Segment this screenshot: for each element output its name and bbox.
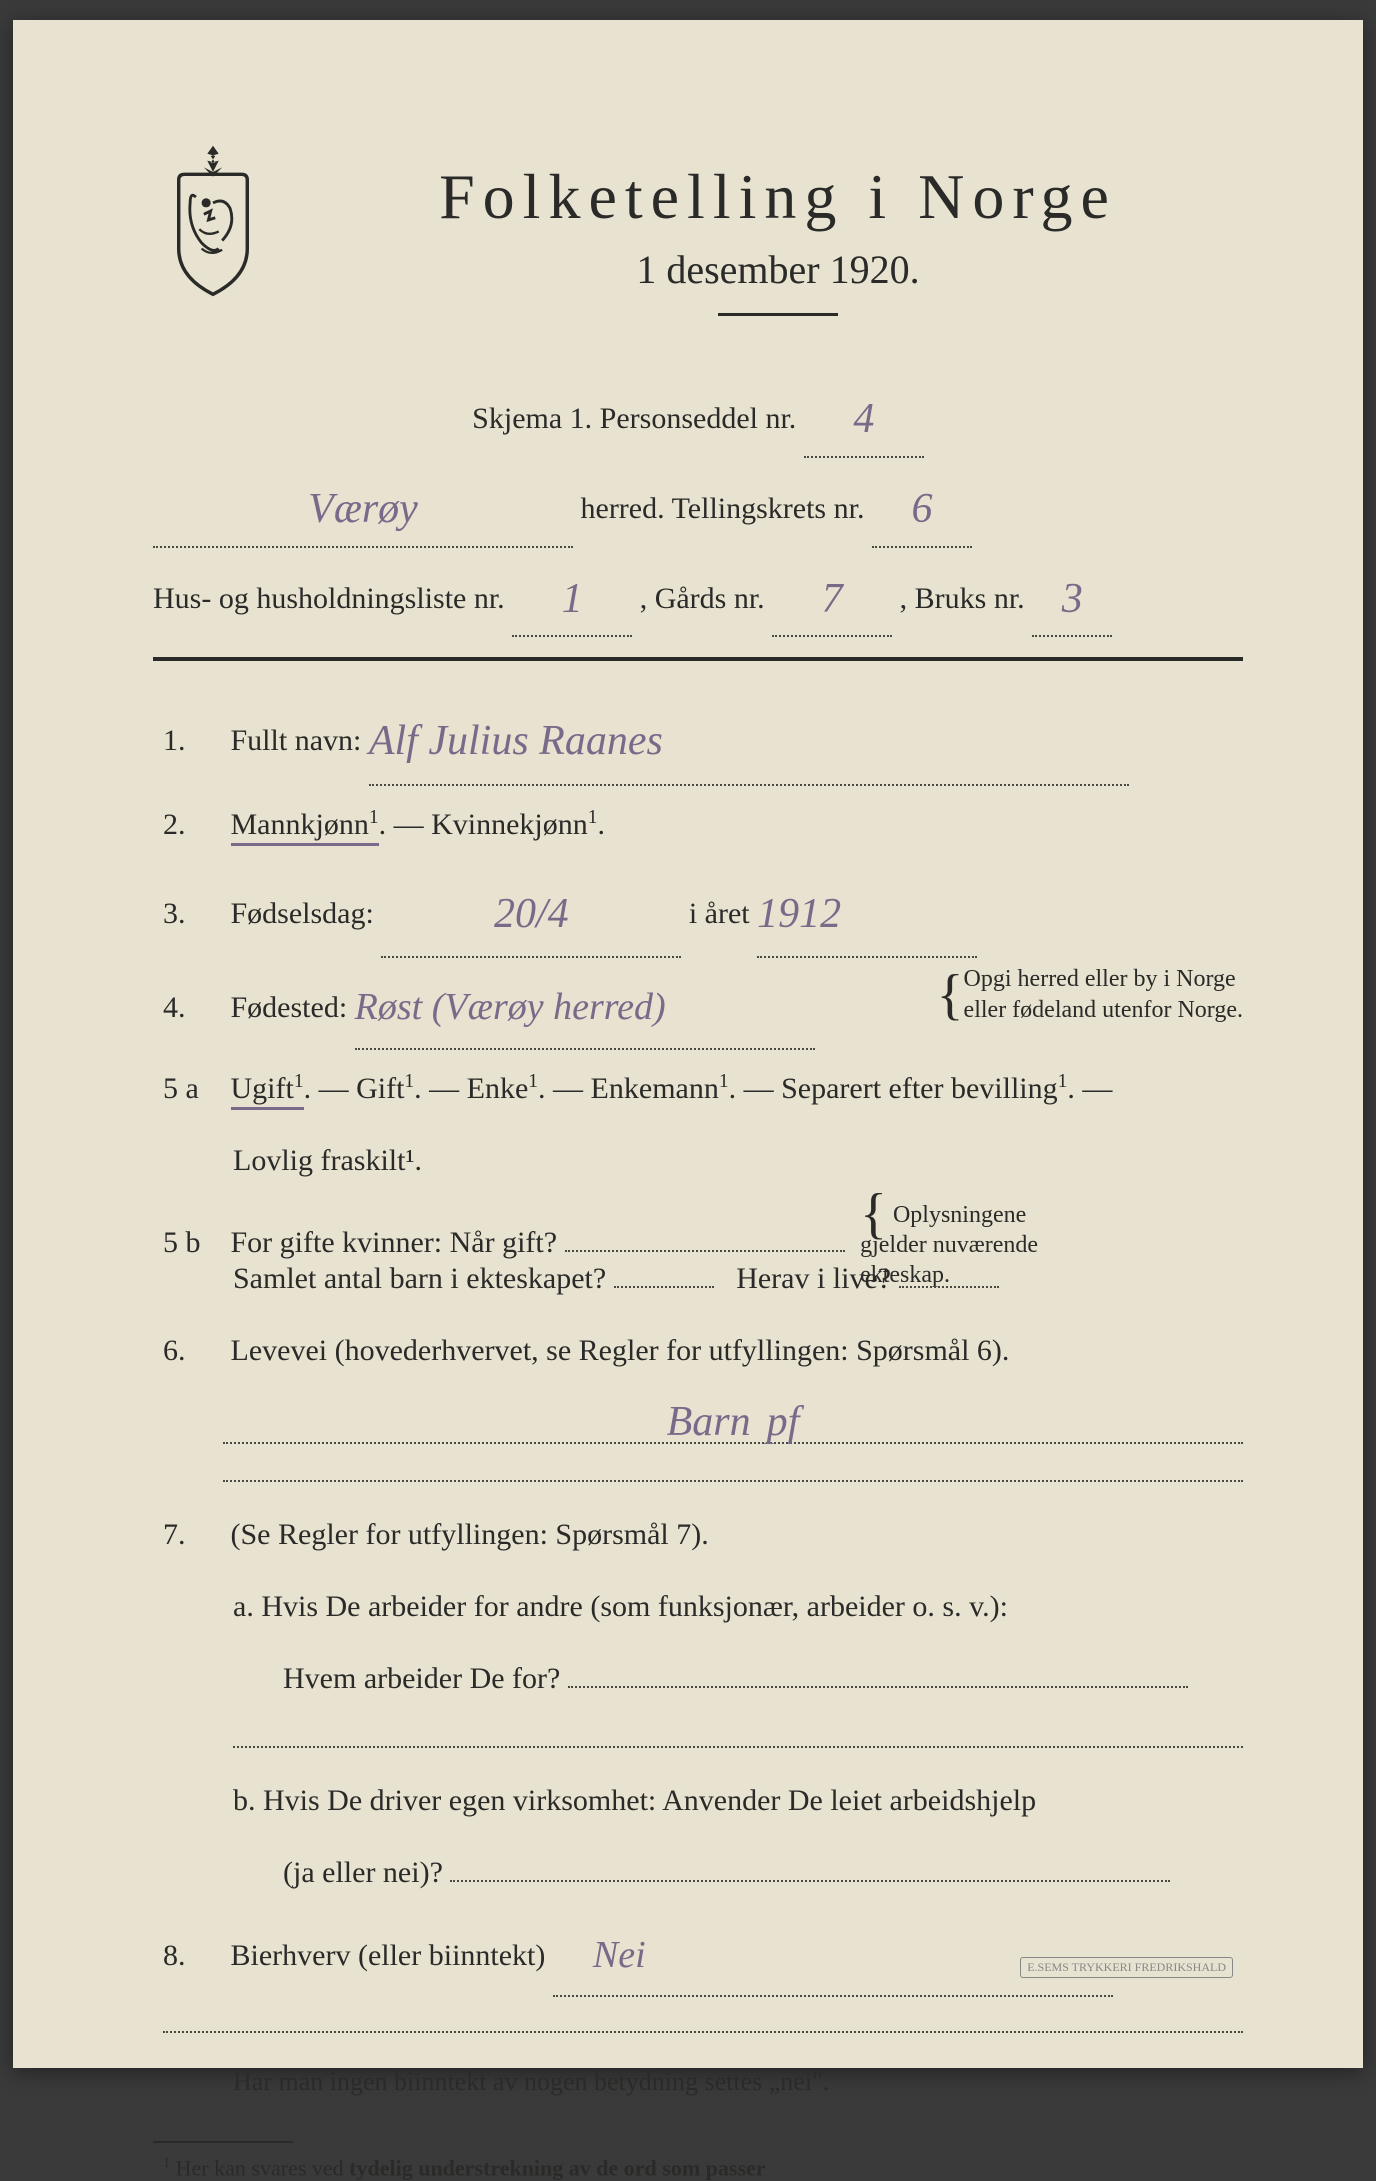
q6-label: Levevei (hovederhvervet, se Regler for u… [231, 1334, 1010, 1367]
q3-num: 3. [163, 881, 223, 947]
q6-num: 6. [163, 1318, 223, 1384]
q8: 8. Bierhverv (eller biinntekt) Nei [153, 1912, 1243, 1998]
q7b: b. Hvis De driver egen virksomhet: Anven… [153, 1768, 1243, 1834]
subtitle: 1 desember 1920. [313, 246, 1243, 293]
brace-icon-2: { [860, 1200, 887, 1228]
skjema-label: Skjema 1. Personseddel nr. [472, 402, 796, 435]
q7a-sub-label: Hvem arbeider De for? [283, 1662, 560, 1695]
bruks-label: , Bruks nr. [900, 582, 1025, 615]
q2-kvinnekjonn: . — Kvinnekjønn [379, 808, 588, 841]
printer-stamp: E.SEMS TRYKKERI FREDRIKSHALD [1020, 1957, 1233, 1978]
q5a-num: 5 a [163, 1056, 223, 1122]
q5a-ugift-underlined: Ugift1 [231, 1072, 304, 1110]
q5a-line2: Lovlig fraskilt¹. [153, 1128, 1243, 1194]
census-form-page: Folketelling i Norge 1 desember 1920. Sk… [13, 20, 1363, 2068]
q1-num: 1. [163, 708, 223, 774]
q4-value: Røst (Værøy herred) [355, 986, 666, 1028]
q3-label: Fødselsdag: [231, 897, 374, 930]
q6: 6. Levevei (hovederhvervet, se Regler fo… [153, 1318, 1243, 1384]
husliste-label: Hus- og husholdningsliste nr. [153, 582, 505, 615]
q8-blank-line [163, 2005, 1243, 2033]
header: Folketelling i Norge 1 desember 1920. [153, 160, 1243, 316]
q3-mid: i året [689, 897, 750, 930]
meta-line-2: Værøy herred. Tellingskrets nr. 6 [153, 466, 1243, 548]
q7a-sub: Hvem arbeider De for? [153, 1646, 1243, 1712]
form-meta: Skjema 1. Personseddel nr. 4 Værøy herre… [153, 376, 1243, 637]
closing-note: Har man ingen biinntekt av nogen betydni… [153, 2053, 1243, 2110]
q5b-label3: Herav i live? [736, 1262, 891, 1295]
q2: 2. Mannkjønn1. — Kvinnekjønn1. [153, 792, 1243, 858]
footnote-rule [153, 2141, 293, 2143]
q8-num: 8. [163, 1923, 223, 1989]
husliste-nr: 1 [562, 576, 583, 622]
q3-day: 20/4 [494, 891, 569, 937]
q7b-label: b. Hvis De driver egen virksomhet: Anven… [233, 1784, 1036, 1817]
q5b-line2: Samlet antal barn i ekteskapet? Herav i … [153, 1246, 1243, 1312]
q7b-sub-label: (ja eller nei)? [283, 1856, 443, 1889]
q4-label: Fødested: [231, 991, 348, 1024]
q7-label: (Se Regler for utfyllingen: Spørsmål 7). [231, 1518, 709, 1551]
main-title: Folketelling i Norge [313, 160, 1243, 234]
q4-num: 4. [163, 975, 223, 1041]
q7-num: 7. [163, 1502, 223, 1568]
q7a: a. Hvis De arbeider for andre (som funks… [153, 1574, 1243, 1640]
q8-value: Nei [593, 1934, 646, 1976]
herred-label: herred. Tellingskrets nr. [581, 492, 865, 525]
q5b-label2: Samlet antal barn i ekteskapet? [233, 1262, 606, 1295]
q8-label: Bierhverv (eller biinntekt) [231, 1939, 546, 1972]
q5b-num: 5 b [163, 1210, 223, 1276]
q7b-sub: (ja eller nei)? [153, 1840, 1243, 1906]
meta-line-1: Skjema 1. Personseddel nr. 4 [153, 376, 1243, 458]
divider-thick [153, 657, 1243, 661]
q5a: 5 a Ugift1. — Gift1. — Enke1. — Enkemann… [153, 1056, 1243, 1122]
gards-label: , Gårds nr. [640, 582, 765, 615]
q6-mark: pf [767, 1399, 800, 1445]
q7a-label: a. Hvis De arbeider for andre (som funks… [233, 1590, 1008, 1623]
bruks-nr: 3 [1062, 576, 1083, 622]
title-rule [718, 313, 838, 316]
gards-nr: 7 [822, 576, 843, 622]
q6-value: Barn [667, 1399, 751, 1445]
q2-mannkjonn-underlined: Mannkjønn1 [231, 808, 379, 846]
q7a-blank-line [233, 1720, 1243, 1748]
footnote: 1 Her kan svares ved tydelig understrekn… [153, 2155, 1243, 2181]
q4-note: { Opgi herred eller by i Norge eller fød… [937, 964, 1243, 1026]
coat-of-arms-icon [153, 140, 273, 300]
q6-value-line: Barn pf [153, 1394, 1243, 1444]
meta-line-3: Hus- og husholdningsliste nr. 1 , Gårds … [153, 556, 1243, 638]
q3-year: 1912 [757, 891, 841, 937]
q1-value: Alf Julius Raanes [369, 718, 663, 764]
q2-num: 2. [163, 792, 223, 858]
brace-icon: { [937, 981, 964, 1009]
q1: 1. Fullt navn: Alf Julius Raanes [153, 691, 1243, 785]
q3: 3. Fødselsdag: 20/4 i året 1912 [153, 864, 1243, 958]
q7: 7. (Se Regler for utfyllingen: Spørsmål … [153, 1502, 1243, 1568]
q6-blank-line [223, 1454, 1243, 1482]
tellingskrets-nr: 6 [911, 486, 932, 532]
title-block: Folketelling i Norge 1 desember 1920. [313, 160, 1243, 316]
personseddel-nr: 4 [853, 396, 874, 442]
q4: 4. Fødested: Røst (Værøy herred) { Opgi … [153, 964, 1243, 1050]
q1-label: Fullt navn: [231, 724, 362, 757]
herred-value: Værøy [308, 486, 418, 532]
